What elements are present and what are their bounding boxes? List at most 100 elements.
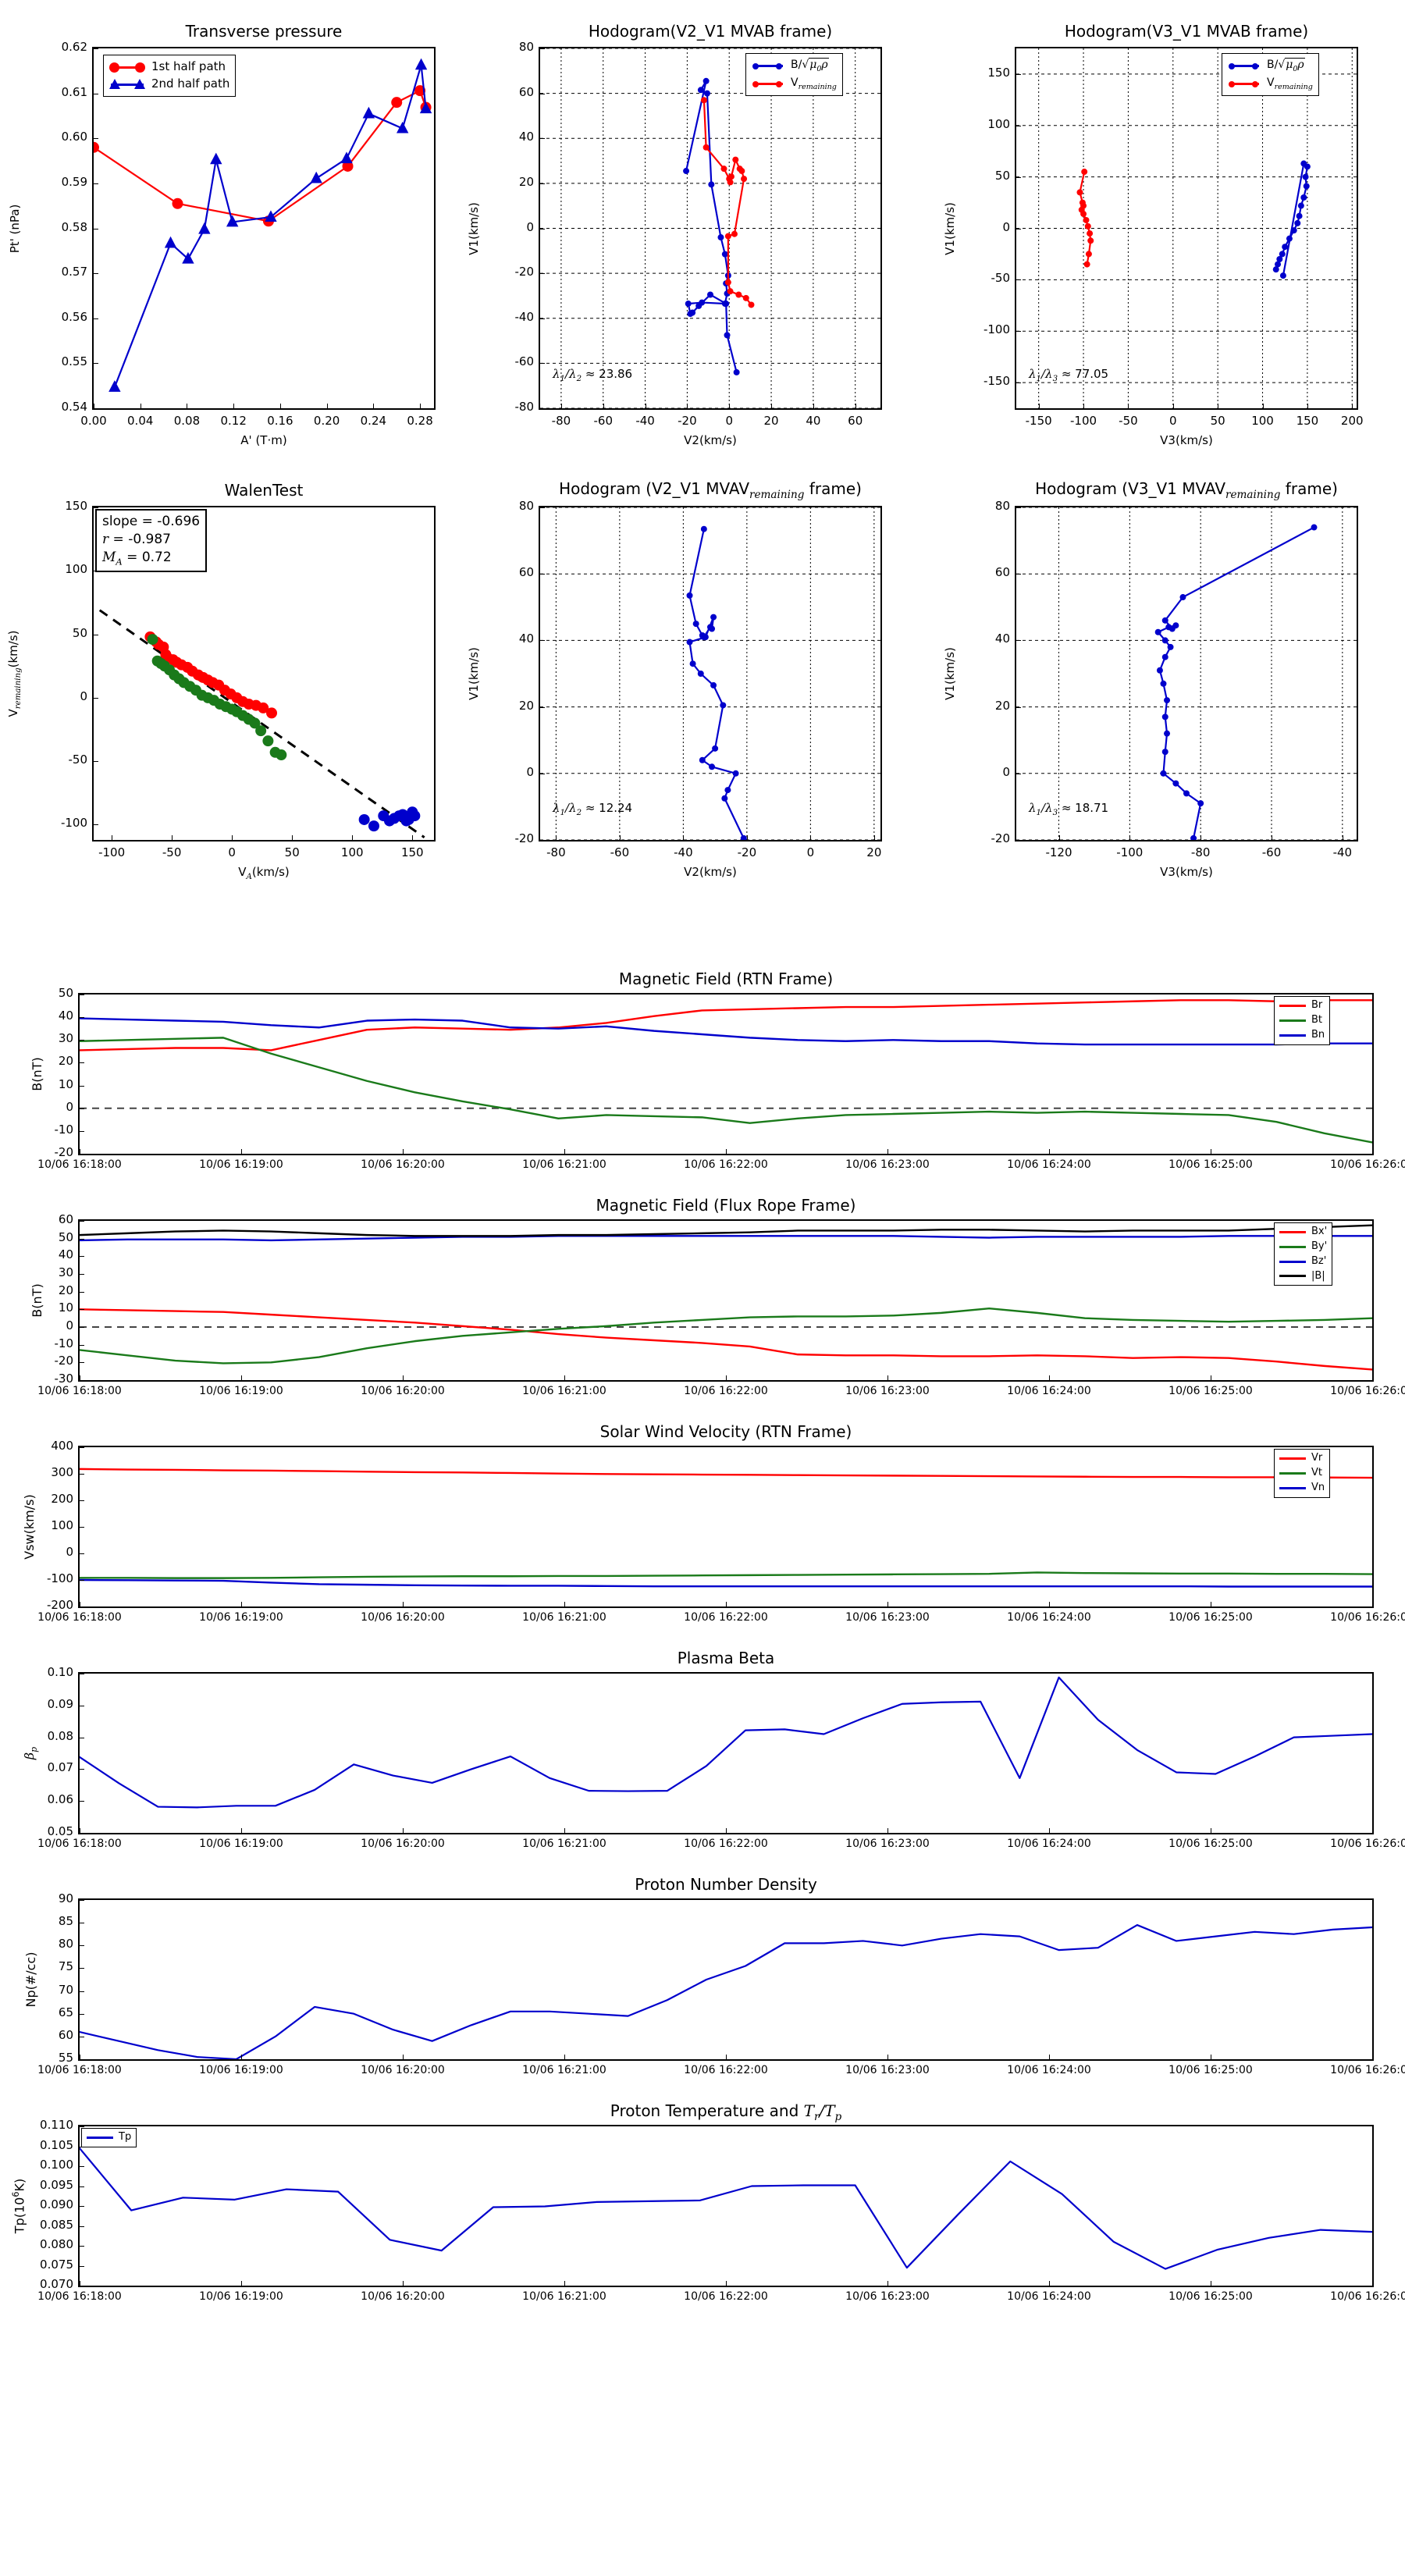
walen-test-yticklabel: 50 [72,625,87,640]
hodogram-v2v1-mvab-xticklabel: -60 [593,414,613,428]
magnetic-field-rtn-legend: Br Bt Bn [1274,996,1331,1045]
hodogram-v3v1-mvab-yticklabel: -150 [983,374,1010,389]
plasma-beta-yticklabel: 0.06 [47,1792,73,1807]
solar-wind-velocity-rtn-ytickmark [80,1606,84,1607]
legend-entry-bx: Bx' [1279,1225,1327,1240]
solar-wind-velocity-rtn-xtickmark [1049,1602,1050,1606]
walen-test-xticklabel: -100 [98,845,126,859]
hodogram-v2v1-mvav-xticklabel: -40 [674,845,693,859]
transverse-pressure-xticklabel: 0.04 [127,414,154,428]
magnetic-field-flux-rope-ytickmark [80,1362,84,1364]
solar-wind-velocity-rtn-xtickmark [887,1602,888,1606]
transverse-pressure-ytickmark [94,363,98,365]
plasma-beta-yticklabel: 0.10 [47,1665,73,1679]
magnetic-field-flux-rope-xticklabel: 10/06 16:22:00 [684,1385,768,1397]
hodogram-v2v1-mvav-xticklabel: -20 [737,845,757,859]
proton-temperature-title: Proton Temperature and Tr/Tp [610,2101,842,2123]
hodogram-v2v1-mvav-ylabel: V1(km/s) [467,647,481,700]
circle-marker-icon [109,61,145,73]
transverse-pressure-ytickmark [94,273,98,275]
proton-number-density-xtickmark [726,2055,727,2059]
plasma-beta-title: Plasma Beta [677,1649,775,1667]
line-swatch-icon [1279,1019,1306,1022]
magnetic-field-flux-rope-xtickmark [1372,1375,1373,1380]
solar-wind-velocity-rtn-yticklabel: 100 [51,1518,73,1532]
magnetic-field-flux-rope-plot [78,1219,1374,1382]
magnetic-field-rtn-xticklabel: 10/06 16:19:00 [199,1158,283,1171]
magnetic-field-flux-rope-xticklabel: 10/06 16:21:00 [522,1385,606,1397]
transverse-pressure-xtickmark [326,404,328,408]
walen-test-xticklabel: -50 [162,845,182,859]
magnetic-field-rtn-series-0 [80,999,1372,1051]
magnetic-field-rtn-ytickmark [80,1062,84,1064]
magnetic-field-flux-rope-ytickmark [80,1274,84,1275]
magnetic-field-flux-rope-ytickmark [80,1238,84,1240]
proton-temperature-ytickmark [80,2166,84,2167]
solar-wind-velocity-rtn-ytickmark [80,1553,84,1554]
proton-number-density-xticklabel: 10/06 16:20:00 [361,2064,445,2076]
legend-entry-br: Br [1279,998,1325,1013]
plasma-beta-yticklabel: 0.05 [47,1824,73,1838]
magnetic-field-rtn-yticklabel: 20 [58,1054,73,1069]
walen-test-xtickmark [172,835,173,840]
solar-wind-velocity-rtn-yticklabel: 300 [51,1465,73,1479]
solar-wind-velocity-rtn-xticklabel: 10/06 16:22:00 [684,1611,768,1624]
solar-wind-velocity-rtn-yticklabel: 400 [51,1439,73,1453]
transverse-pressure-yticklabel: 0.54 [61,400,87,414]
hodogram-v2v1-mvav-ytickmark [540,507,545,508]
plasma-beta-yticklabel: 0.07 [47,1760,73,1775]
hodogram-v3v1-mvav-xticklabel: -60 [1261,845,1282,859]
proton-number-density-yticklabel: 60 [58,2027,73,2042]
legend-label: Vt [1311,1466,1322,1478]
magnetic-field-rtn-series-2 [80,1017,1372,1046]
plasma-beta-xtickmark [726,1828,727,1833]
solar-wind-velocity-rtn-xticklabel: 10/06 16:24:00 [1007,1611,1091,1624]
legend-entry-bt: Bt [1279,1013,1325,1028]
magnetic-field-flux-rope-yticklabel: 0 [66,1318,73,1332]
hodogram-v2v1-mvab-yticklabel: -40 [514,309,535,324]
solar-wind-velocity-rtn-yticklabel: -100 [46,1571,73,1585]
solar-wind-velocity-rtn-plot [78,1446,1374,1608]
hodogram-v2v1-mvab-title: Hodogram(V2_V1 MVAB frame) [588,22,833,41]
proton-number-density-ytickmark [80,1968,84,1969]
hodogram-v2v1-mvab-yticklabel: 40 [518,130,534,144]
hodogram-v2v1-mvab-ytickmark [540,273,545,275]
solar-wind-velocity-rtn-xtickmark [564,1602,565,1606]
magnetic-field-flux-rope-series-3 [80,1224,1372,1237]
hodogram-v3v1-mvab-xticklabel: 150 [1296,414,1319,428]
hodogram-v3v1-mvab-xtickmark [1083,404,1085,408]
legend-entry: 2nd half path [109,76,229,93]
proton-number-density-xticklabel: 10/06 16:24:00 [1007,2064,1091,2076]
proton-number-density-ytickmark [80,2059,84,2060]
hodogram-v3v1-mvab-yticklabel: 50 [994,168,1010,183]
hodogram-v2v1-mvab-xticklabel: -20 [678,414,697,428]
hodogram-v3v1-mvav-title: Hodogram (V3_V1 MVAVremaining frame) [1035,479,1338,501]
legend-entry-vn: Vn [1279,1481,1325,1496]
hodogram-v2v1-mvab-yticklabel: 0 [526,219,534,234]
hodogram-v3v1-mvab-xtickmark [1352,404,1353,408]
magnetic-field-rtn-xticklabel: 10/06 16:23:00 [845,1158,930,1171]
proton-temperature-yticklabel: 0.095 [40,2177,73,2192]
proton-number-density-yticklabel: 80 [58,1937,73,1952]
solar-wind-velocity-rtn-xticklabel: 10/06 16:20:00 [361,1611,445,1624]
transverse-pressure-xtickmark [420,404,422,408]
solar-wind-velocity-rtn-ytickmark [80,1527,84,1528]
hodogram-v2v1-mvav-yticklabel: -20 [514,831,535,845]
proton-temperature-xtickmark [1372,2281,1373,2286]
magnetic-field-rtn-xticklabel: 10/06 16:22:00 [684,1158,768,1171]
hodogram-v2v1-mvab-series-1 [702,99,752,306]
legend-entry-tp: Tp [87,2130,131,2145]
hodogram-v3v1-mvab-xticklabel: 0 [1169,414,1177,428]
hodogram-v2v1-mvab-ytickmark [540,183,545,184]
magnetic-field-flux-rope-yticklabel: 20 [58,1283,73,1297]
walen-test-xticklabel: 0 [228,845,236,859]
plasma-beta-ytickmark [80,1769,84,1770]
plasma-beta-series-0 [80,1676,1372,1809]
hodogram-v2v1-mvav-xtickmark [619,835,621,840]
plasma-beta-xtickmark [1372,1828,1373,1833]
hodogram-v2v1-mvab-ylabel: V1(km/s) [467,201,481,255]
proton-temperature-ytickmark [80,2126,84,2127]
plasma-beta-xticklabel: 10/06 16:26:00 [1330,1838,1405,1850]
hodogram-v2v1-mvav-eigen-ratio: λ1/λ2 ≈ 12.24 [553,801,633,817]
legend-entry-vt: Vt [1279,1466,1325,1481]
